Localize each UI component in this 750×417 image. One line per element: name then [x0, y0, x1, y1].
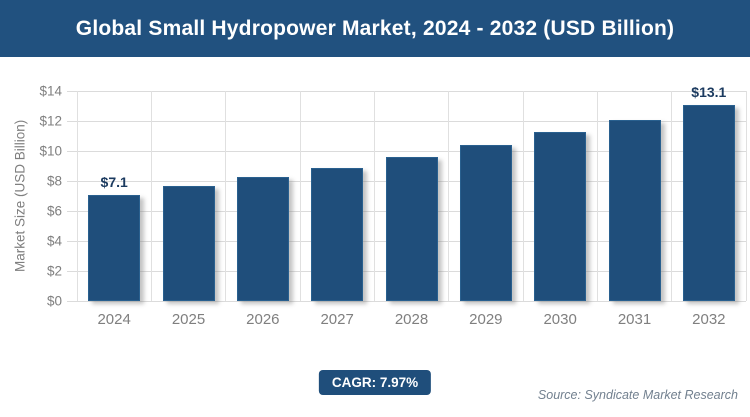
x-tick-label-2026: 2026	[246, 311, 280, 328]
x-tick-label-2024: 2024	[97, 311, 131, 328]
x-axis-tick-labels: 2024 2025 2026 2027 2028 2029 2030 2031 2032	[77, 311, 746, 331]
y-tick-label: $12	[39, 113, 62, 129]
source-credit: Source: Syndicate Market Research	[537, 388, 738, 402]
plot-area: $7.1 $13.1	[67, 84, 747, 302]
x-tick-label-2025: 2025	[171, 311, 206, 328]
y-tick-label: $14	[39, 83, 62, 99]
data-label-2024: $7.1	[100, 173, 128, 190]
v-gridline	[150, 91, 152, 301]
bar-2026	[236, 176, 289, 301]
x-tick-label-2028: 2028	[394, 311, 429, 328]
v-gridline	[373, 91, 375, 301]
x-tick-label-2032: 2032	[692, 311, 726, 328]
v-gridline	[522, 91, 524, 301]
cagr-badge: CAGR: 7.97%	[318, 370, 432, 395]
h-gridline	[67, 300, 746, 302]
x-tick-label-2029: 2029	[469, 311, 503, 328]
chart-title-banner: Global Small Hydropower Market, 2024 - 2…	[0, 0, 750, 57]
h-gridline	[67, 90, 746, 92]
v-gridline	[299, 91, 301, 301]
v-gridline	[596, 91, 598, 301]
y-tick-label: $10	[39, 143, 62, 159]
bar-2031	[608, 119, 661, 301]
y-tick-label: $0	[46, 293, 62, 309]
y-tick-label: $8	[46, 173, 62, 189]
bar-2027	[311, 167, 364, 301]
bar-2028	[385, 157, 438, 301]
bar-2030	[534, 131, 587, 301]
y-tick-label: $6	[46, 203, 62, 219]
y-tick-label: $4	[46, 233, 62, 249]
h-gridline	[67, 150, 746, 152]
bar-2024	[88, 194, 141, 301]
y-tick-label: $2	[46, 263, 62, 279]
v-gridline	[448, 91, 450, 301]
bar-2032	[682, 104, 735, 301]
data-label-2032: $13.1	[691, 83, 727, 100]
y-axis-tick-labels: $0 $2 $4 $6 $8 $10 $12 $14	[0, 84, 62, 309]
bar-2025	[162, 185, 215, 301]
v-gridline	[745, 91, 747, 301]
bar-2029	[459, 145, 512, 301]
cagr-label: CAGR: 7.97%	[331, 375, 419, 390]
v-gridline	[225, 91, 227, 301]
h-gridline	[67, 120, 746, 122]
v-gridline	[671, 91, 673, 301]
x-tick-label-2031: 2031	[617, 311, 652, 328]
x-tick-label-2030: 2030	[543, 311, 577, 328]
v-gridline	[76, 91, 78, 301]
x-tick-label-2027: 2027	[320, 311, 354, 328]
chart-title: Global Small Hydropower Market, 2024 - 2…	[75, 16, 675, 40]
